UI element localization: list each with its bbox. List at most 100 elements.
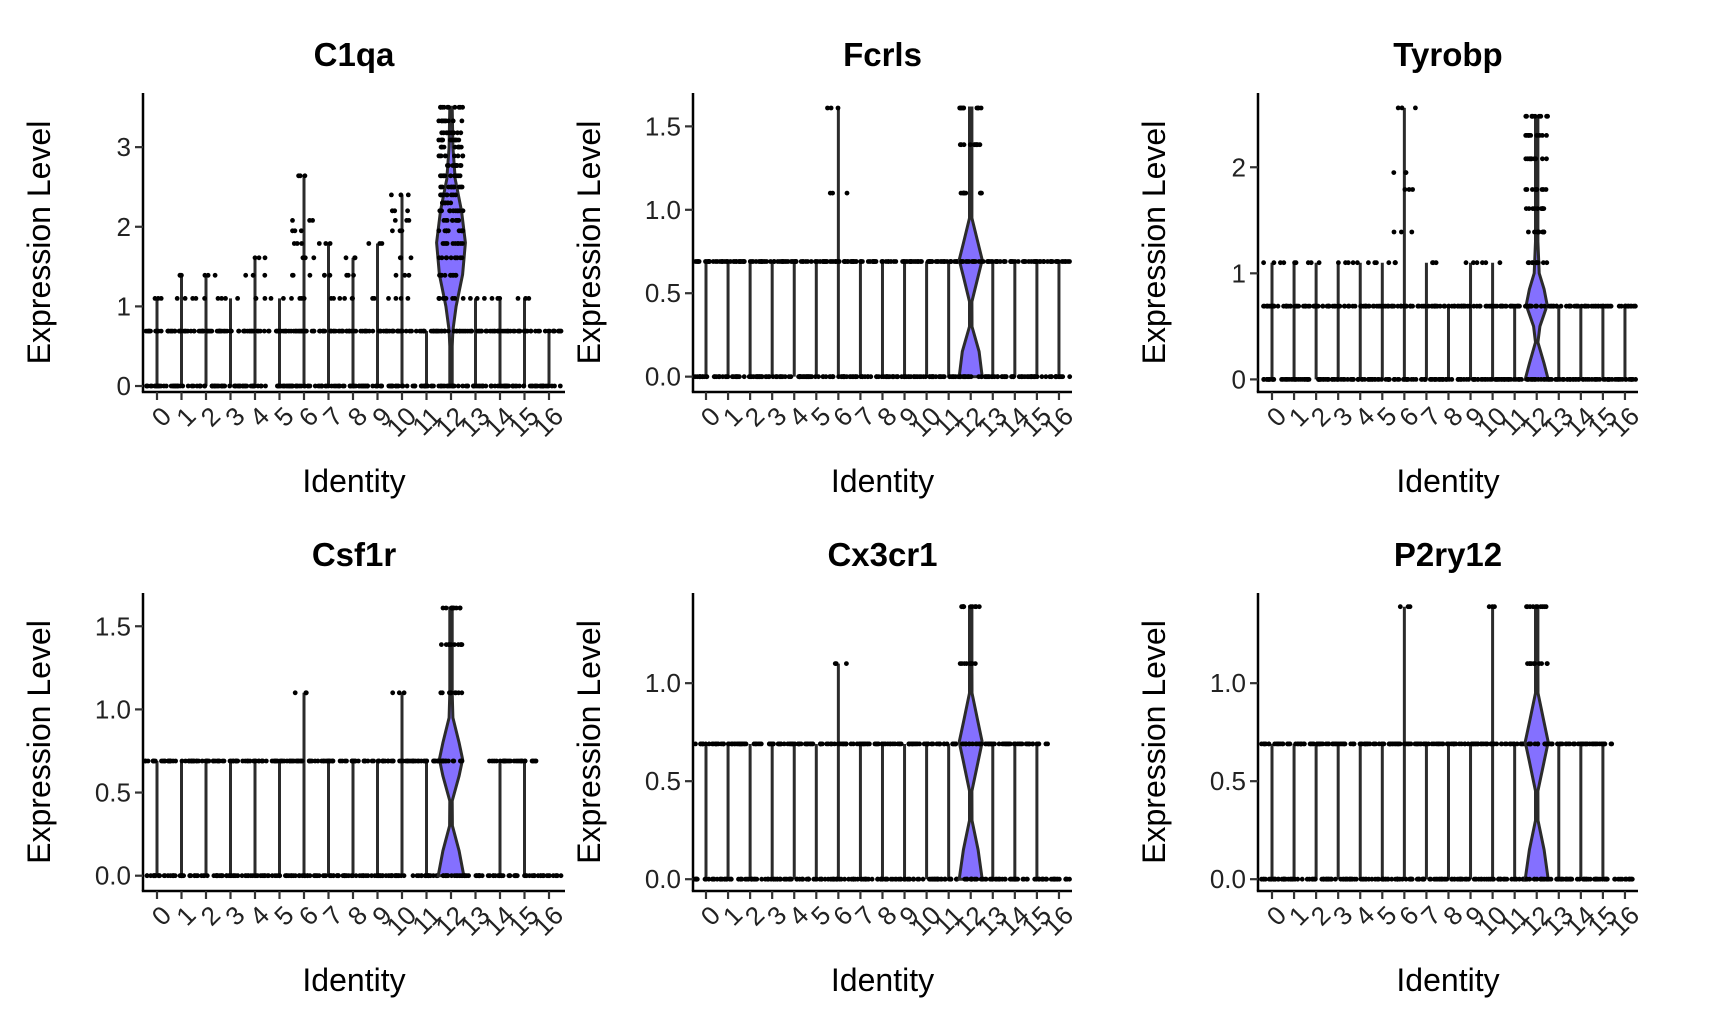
data-point <box>320 328 326 334</box>
data-point <box>1282 377 1288 382</box>
data-point <box>1511 876 1517 882</box>
data-point <box>936 876 941 882</box>
data-point <box>917 741 922 747</box>
data-point <box>443 605 449 611</box>
data-point <box>1524 377 1530 382</box>
data-point <box>842 374 847 380</box>
data-point <box>185 383 191 389</box>
data-point <box>1464 377 1469 382</box>
data-point <box>1375 876 1380 882</box>
data-point <box>436 383 442 389</box>
data-point <box>891 259 897 264</box>
dots-cluster-13 <box>979 259 1005 380</box>
data-point <box>268 296 274 301</box>
data-point <box>965 259 970 264</box>
data-point <box>205 272 211 278</box>
data-point <box>401 690 407 696</box>
data-point <box>446 642 452 647</box>
data-point <box>202 383 207 389</box>
data-point <box>1480 741 1486 747</box>
data-point <box>149 383 155 389</box>
data-point <box>474 296 480 301</box>
data-point <box>768 259 773 264</box>
dots-cluster-12 <box>436 104 466 389</box>
data-point <box>828 105 834 111</box>
data-point <box>777 374 783 380</box>
data-point <box>1579 303 1584 309</box>
data-point <box>1003 374 1009 380</box>
data-point <box>1423 377 1428 382</box>
data-point <box>441 173 446 179</box>
data-point <box>1284 303 1289 309</box>
data-point <box>1563 741 1569 747</box>
data-point <box>1430 260 1435 266</box>
data-point <box>1543 604 1549 610</box>
data-point <box>1379 303 1385 309</box>
data-point <box>1580 377 1586 382</box>
data-point <box>557 383 563 389</box>
data-point <box>986 374 992 380</box>
data-point <box>1413 377 1419 382</box>
data-point <box>1533 377 1539 382</box>
data-point <box>465 383 471 389</box>
data-point <box>261 328 267 334</box>
data-point <box>293 873 298 879</box>
data-point <box>1595 303 1601 309</box>
data-point <box>1507 303 1513 309</box>
data-point <box>224 873 230 879</box>
y-tick-label: 2 <box>1232 152 1246 182</box>
y-tick-label: 0.0 <box>95 861 131 891</box>
data-point <box>405 208 410 214</box>
data-point <box>843 741 849 747</box>
data-point <box>974 105 980 111</box>
data-point <box>317 328 322 334</box>
data-point <box>1542 377 1548 382</box>
data-point <box>277 873 283 879</box>
data-point <box>415 758 421 764</box>
data-point <box>311 328 317 334</box>
data-point <box>1057 374 1063 380</box>
data-point <box>311 255 317 261</box>
data-point <box>234 758 240 764</box>
data-point <box>239 873 245 879</box>
data-point <box>1458 876 1464 882</box>
data-point <box>236 383 242 389</box>
data-point <box>1443 377 1449 382</box>
data-point <box>1569 876 1575 882</box>
dots-cluster-6 <box>825 661 851 882</box>
data-point <box>458 184 464 190</box>
data-point <box>996 741 1002 747</box>
data-point <box>1403 876 1409 882</box>
data-point <box>1402 187 1408 192</box>
data-point <box>438 192 444 198</box>
data-point <box>458 758 463 764</box>
data-point <box>297 173 303 179</box>
data-point <box>1449 876 1454 882</box>
data-point <box>258 383 264 389</box>
y-axis-title: Expression Level <box>1136 121 1172 365</box>
data-point <box>969 259 975 264</box>
data-point <box>1289 876 1295 882</box>
data-point <box>807 374 813 380</box>
data-point <box>183 328 189 334</box>
data-point <box>982 876 988 882</box>
data-point <box>695 259 701 264</box>
data-point <box>1614 377 1620 382</box>
data-point <box>358 328 364 334</box>
data-point <box>1350 303 1356 309</box>
data-point <box>227 758 233 764</box>
data-point <box>1437 876 1443 882</box>
data-point <box>1467 303 1472 309</box>
x-tick-label: 5 <box>268 900 299 931</box>
data-point <box>911 876 917 882</box>
data-point <box>1534 303 1540 309</box>
data-point <box>546 873 551 879</box>
data-point <box>542 328 548 334</box>
data-point <box>1480 260 1485 266</box>
data-point <box>960 259 966 264</box>
data-point <box>219 873 225 879</box>
data-point <box>1266 876 1272 882</box>
data-point <box>1472 377 1478 382</box>
data-point <box>803 374 808 380</box>
data-point <box>1403 303 1409 309</box>
